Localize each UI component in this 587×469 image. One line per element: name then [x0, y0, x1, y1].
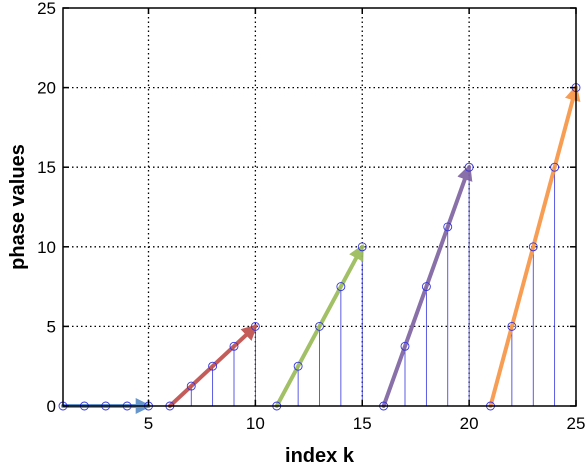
y-tick-label: 5 [47, 317, 56, 336]
x-tick-label: 10 [246, 414, 265, 433]
data-point [336, 282, 346, 292]
y-tick-label: 25 [37, 0, 56, 18]
data-point [357, 242, 367, 252]
x-tick-label: 15 [353, 414, 372, 433]
ticks: 5 10 15 20 25 0 5 10 15 20 25 [37, 0, 585, 433]
phase-arrow-5 [488, 84, 581, 408]
data-point [250, 321, 260, 331]
phase-arrow-3 [274, 243, 365, 408]
data-point [315, 321, 324, 331]
y-tick-label: 20 [37, 79, 56, 98]
phase-arrow-2 [167, 324, 258, 408]
data-point [550, 162, 560, 172]
y-axis-label: phase values [7, 144, 29, 270]
plot-frame [62, 7, 577, 407]
data-point [186, 381, 196, 391]
y-tick-label: 0 [47, 397, 56, 416]
x-tick-label: 25 [567, 414, 586, 433]
data-point [229, 341, 239, 351]
x-tick-label: 5 [144, 414, 153, 433]
data-point [528, 242, 538, 252]
data-point [507, 321, 517, 331]
data-point [208, 361, 218, 371]
data-point [400, 341, 410, 351]
data-point [421, 282, 431, 292]
y-tick-label: 10 [37, 238, 56, 257]
x-tick-label: 20 [460, 414, 479, 433]
data-point [464, 162, 474, 172]
x-axis-label: index k [285, 445, 355, 467]
phase-arrow-4 [381, 164, 473, 408]
data-point [293, 361, 303, 371]
y-tick-label: 15 [37, 158, 56, 177]
data-point [443, 222, 453, 232]
